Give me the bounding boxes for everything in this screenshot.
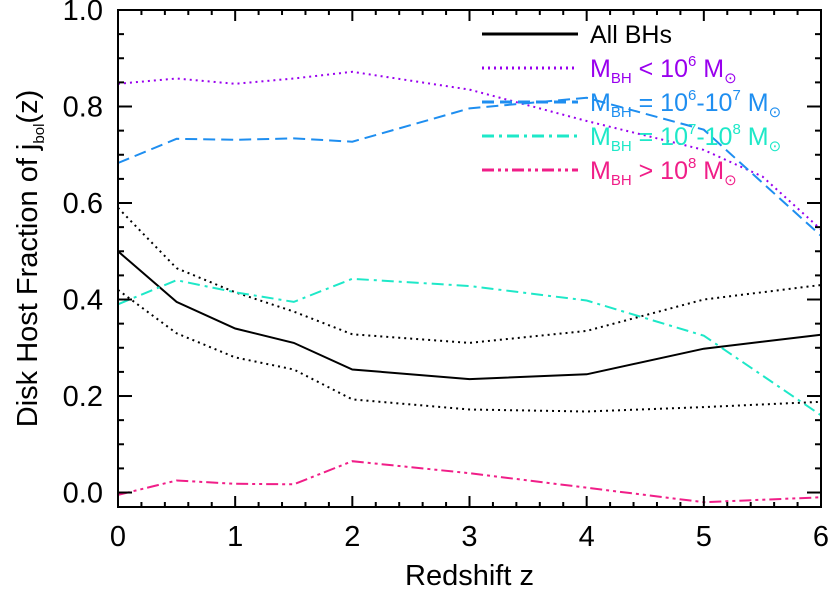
legend-label-part: = 10 [632,89,688,117]
legend-label-part: ⊙ [724,172,737,189]
legend-label-part: BH [611,172,632,189]
x-tick-label: 4 [579,521,595,553]
legend-label-part: -10 [696,89,732,117]
y-axis-title: Disk Host Fraction of jbol(z) [12,90,48,428]
legend-label-high: MBH > 108 M⊙ [590,155,737,189]
legend-label-part: M [590,157,611,185]
legend-label-part: 6 [688,53,696,70]
y-axis-title-suffix: (z) [12,90,44,124]
legend-label-part: M [696,55,724,83]
legend-label-part: M [741,89,769,117]
x-tick-label: 3 [461,521,477,553]
legend-label-part: M [590,55,611,83]
x-tick-label: 1 [227,521,243,553]
y-tick-label: 1.0 [63,0,103,27]
legend-label-part: 8 [732,121,740,138]
legend-label-all: All BHs [590,21,672,49]
legend-label-part: -10 [696,123,732,151]
legend-label-part: All BHs [590,21,672,49]
y-tick-label: 0.2 [63,381,103,413]
series-line-mid1 [117,96,822,237]
series-line-mid2 [117,277,822,417]
legend-label-part: 7 [688,121,696,138]
series-layer [117,70,822,504]
series-line-all_upper [117,207,822,344]
legend-label-part: ⊙ [724,70,737,87]
legend-label-part: ⊙ [769,138,782,155]
x-tick-label: 6 [813,521,829,553]
y-axis-title-sub: bol [31,124,48,144]
x-tick-label: 5 [696,521,712,553]
legend-label-mid2: MBH = 107-108 M⊙ [590,121,781,155]
plot-frame [117,9,822,508]
x-tick-label: 0 [110,521,126,553]
y-axis-title-main: Disk Host Fraction of j [12,144,44,428]
legend-label-part: M [741,123,769,151]
legend-label-part: 7 [732,87,740,104]
legend-label-part: ⊙ [769,104,782,121]
legend-label-mid1: MBH = 106-107 M⊙ [590,87,781,121]
series-line-high [117,460,822,504]
y-tick-label: 0.4 [63,285,103,317]
legend-label-part: M [696,157,724,185]
legend-label-part: < 10 [632,55,688,83]
legend-label-part: M [590,89,611,117]
x-tick-label: 2 [344,521,360,553]
y-tick-label: 0.8 [63,92,103,124]
x-axis-title: Redshift z [405,560,534,590]
y-tick-label: 0.0 [63,478,103,510]
legend-label-part: BH [611,104,632,121]
legend-label-low: MBH < 106 M⊙ [590,53,737,87]
series-line-low [117,70,822,231]
legend-label-part: > 10 [632,157,688,185]
legend-label-part: 8 [688,155,696,172]
series-line-all [117,250,822,381]
legend-label-part: BH [611,138,632,155]
legend-label-part: BH [611,70,632,87]
series-line-all_lower [117,289,822,413]
axis-ticks: 0 1 2 3 4 5 6 0.0 0.2 0.4 0.6 0.8 1.0 [63,0,829,553]
legend-label-part: 6 [688,87,696,104]
legend-label-part: = 10 [632,123,688,151]
legend-label-part: M [590,123,611,151]
y-tick-label: 0.6 [63,188,103,220]
